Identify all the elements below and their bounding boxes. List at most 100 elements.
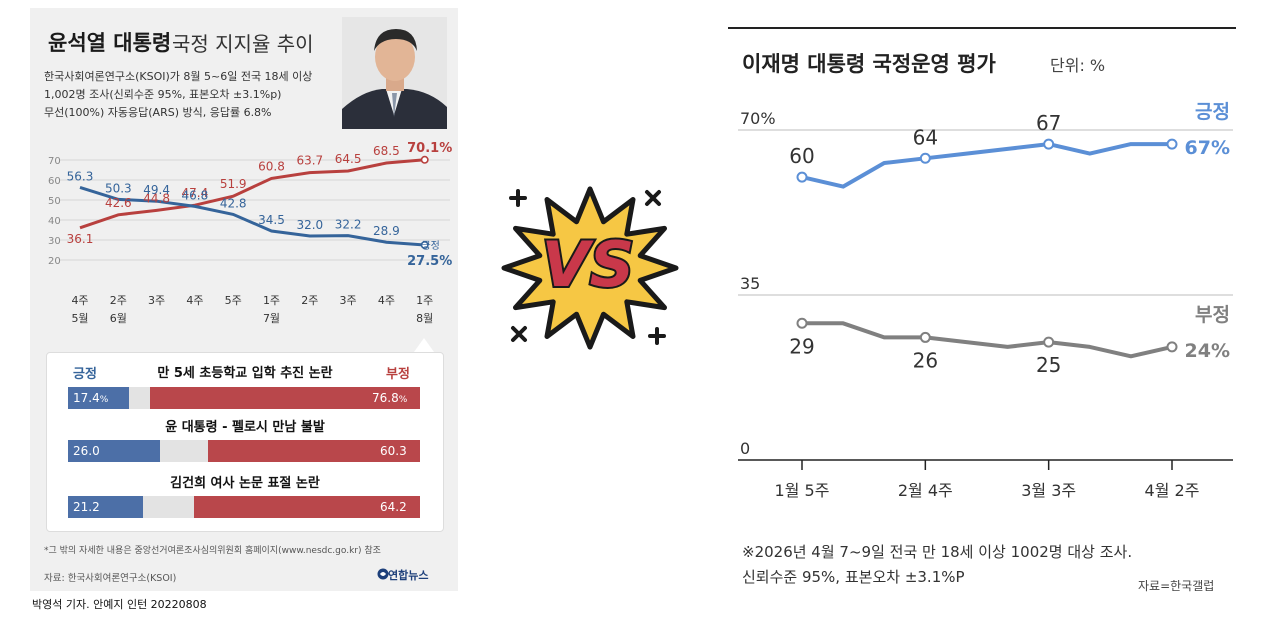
y-tick-label: 60 <box>48 176 61 187</box>
issue-value-positive-1: 17.4% <box>73 391 109 405</box>
x-tick-label: 7월 <box>263 312 280 325</box>
credit-line: 박영석 기자. 안예지 인턴 20220808 <box>32 598 207 611</box>
data-label: 32.2 <box>335 218 362 232</box>
y-tick-label: 20 <box>48 256 61 267</box>
data-label: 46.8 <box>182 188 209 202</box>
x-tick-label: 2월 4주 <box>898 481 953 500</box>
issue-value-positive-3: 21.2 <box>73 500 100 514</box>
data-label: 60 <box>789 144 814 168</box>
data-label: 34.5 <box>258 213 285 227</box>
issue-bar-negative-2 <box>207 440 420 462</box>
data-label: 32.0 <box>296 218 323 232</box>
y-tick-label: 30 <box>48 236 61 247</box>
data-point-marker <box>919 331 931 343</box>
plus-icon <box>648 327 666 345</box>
data-point-marker <box>919 152 931 164</box>
x-tick-label: 8월 <box>416 312 433 325</box>
data-label: 42.8 <box>220 196 247 210</box>
data-label: 26 <box>913 348 938 372</box>
left-footnote: *그 밖의 자세한 내용은 중앙선거여론조사심의위원회 홈페이지(www.nes… <box>44 546 381 556</box>
data-label: 56.3 <box>67 169 94 183</box>
data-label: 68.5 <box>373 144 400 158</box>
right-note-line-1: ※2026년 4월 7~9일 전국 만 18세 이상 1002명 대상 조사. <box>742 543 1133 561</box>
data-label: 70.1% <box>407 141 452 156</box>
survey-line-3: 무선(100%) 자동응답(ARS) 방식, 응답률 6.8% <box>44 106 272 119</box>
issue-value-negative-3: 64.2 <box>380 500 407 514</box>
data-point-marker <box>1043 138 1055 150</box>
data-label: 44.8 <box>143 191 170 205</box>
data-label: 28.9 <box>373 224 400 238</box>
data-label: 64.5 <box>335 152 362 166</box>
y-tick-label: 70% <box>740 109 776 128</box>
data-point-marker <box>796 317 808 329</box>
president-portrait <box>342 17 447 129</box>
issue-bar-positive-2 <box>68 440 160 462</box>
x-tick-label: 3주 <box>340 294 357 307</box>
right-line-chart: 0 35 70% 60 64 67 긍정 67% 29 26 25 부정 24% 1월 5주 2월 4주… <box>738 101 1233 500</box>
issue-value-negative-2: 60.3 <box>380 444 407 458</box>
x-tick-label: 2주 <box>110 294 127 307</box>
y-tick-label: 0 <box>740 439 750 458</box>
data-label: 67 <box>1036 111 1061 135</box>
right-unit: 단위: % <box>1050 56 1106 75</box>
issue-header-positive: 긍정 <box>73 367 97 382</box>
plus-icon <box>509 189 527 207</box>
series-name-label: 긍정 <box>421 240 439 252</box>
series-end-value: 24% <box>1185 340 1230 362</box>
data-point-marker <box>1166 341 1178 353</box>
issue-value-negative-1: 76.8% <box>372 391 408 405</box>
series-name-label: 긍정 <box>1195 101 1230 123</box>
left-source: 자료: 한국사회여론연구소(KSOI) <box>44 573 177 584</box>
data-label: 49.4 <box>143 183 170 197</box>
series-name-label: 부정 <box>1195 304 1230 326</box>
data-label: 47.4 <box>182 186 209 200</box>
vs-letters: VS <box>542 228 635 301</box>
right-source: 자료=한국갤럽 <box>1138 579 1215 593</box>
x-tick-label: 6월 <box>110 312 127 325</box>
issue-bar-positive-1 <box>68 387 130 409</box>
x-tick-label: 4주 <box>378 294 395 307</box>
data-label: 29 <box>789 334 814 358</box>
issue-box-pointer <box>414 338 434 352</box>
x-tick-label: 3주 <box>148 294 165 307</box>
data-point-marker <box>1166 138 1178 150</box>
data-label: 60.8 <box>258 159 285 173</box>
issue-value-positive-2: 26.0 <box>73 444 100 458</box>
x-tick-label: 1월 5주 <box>775 481 830 500</box>
data-label: 42.6 <box>105 196 132 210</box>
series-end-value: 67% <box>1185 137 1230 159</box>
end-point-marker <box>420 155 429 164</box>
vs-burst: VS <box>501 186 679 350</box>
x-tick-label: 4주 <box>186 294 203 307</box>
series-line-긍정 <box>79 185 425 247</box>
x-tick-label: 4월 2주 <box>1145 481 1200 500</box>
data-label: 25 <box>1036 353 1061 377</box>
left-line-chart: 20 30 40 50 60 70 36.1 42.6 44.8 47.4 51.9 60.8 63.… <box>48 141 452 325</box>
x-tick-label: 3월 3주 <box>1021 481 1076 500</box>
data-label: 50.3 <box>105 181 132 195</box>
x-tick-label: 4주 <box>71 294 88 307</box>
issue-bar-negative-3 <box>194 496 420 518</box>
right-title: 이재명 대통령 국정운영 평가 <box>742 52 996 76</box>
data-point-marker <box>1043 336 1055 348</box>
issue-header-negative: 부정 <box>386 367 410 382</box>
issue-label-1: 만 5세 초등학교 입학 추진 논란 <box>157 366 333 381</box>
data-point-marker <box>796 171 808 183</box>
data-label: 63.7 <box>296 154 323 168</box>
cross-icon <box>645 190 661 206</box>
series-line-부정 <box>802 321 1173 359</box>
right-top-rule <box>728 27 1236 29</box>
issue-label-3: 김건희 여사 논문 표절 논란 <box>170 476 320 491</box>
issue-label-2: 윤 대통령 - 펠로시 만남 불발 <box>165 420 325 435</box>
issue-bar-negative-1 <box>149 387 420 409</box>
x-tick-label: 5월 <box>71 312 88 325</box>
yonhap-logo-icon <box>377 568 389 580</box>
x-tick-label: 2주 <box>301 294 318 307</box>
end-point-marker <box>420 241 429 250</box>
issue-bar-positive-3 <box>68 496 143 518</box>
left-subtitle: 국정 지지율 추이 <box>172 32 314 56</box>
x-tick-label: 1주 <box>263 294 280 307</box>
left-title: 윤석열 대통령 <box>48 31 172 55</box>
series-line-부정 <box>79 158 425 230</box>
y-tick-label: 70 <box>48 156 61 167</box>
